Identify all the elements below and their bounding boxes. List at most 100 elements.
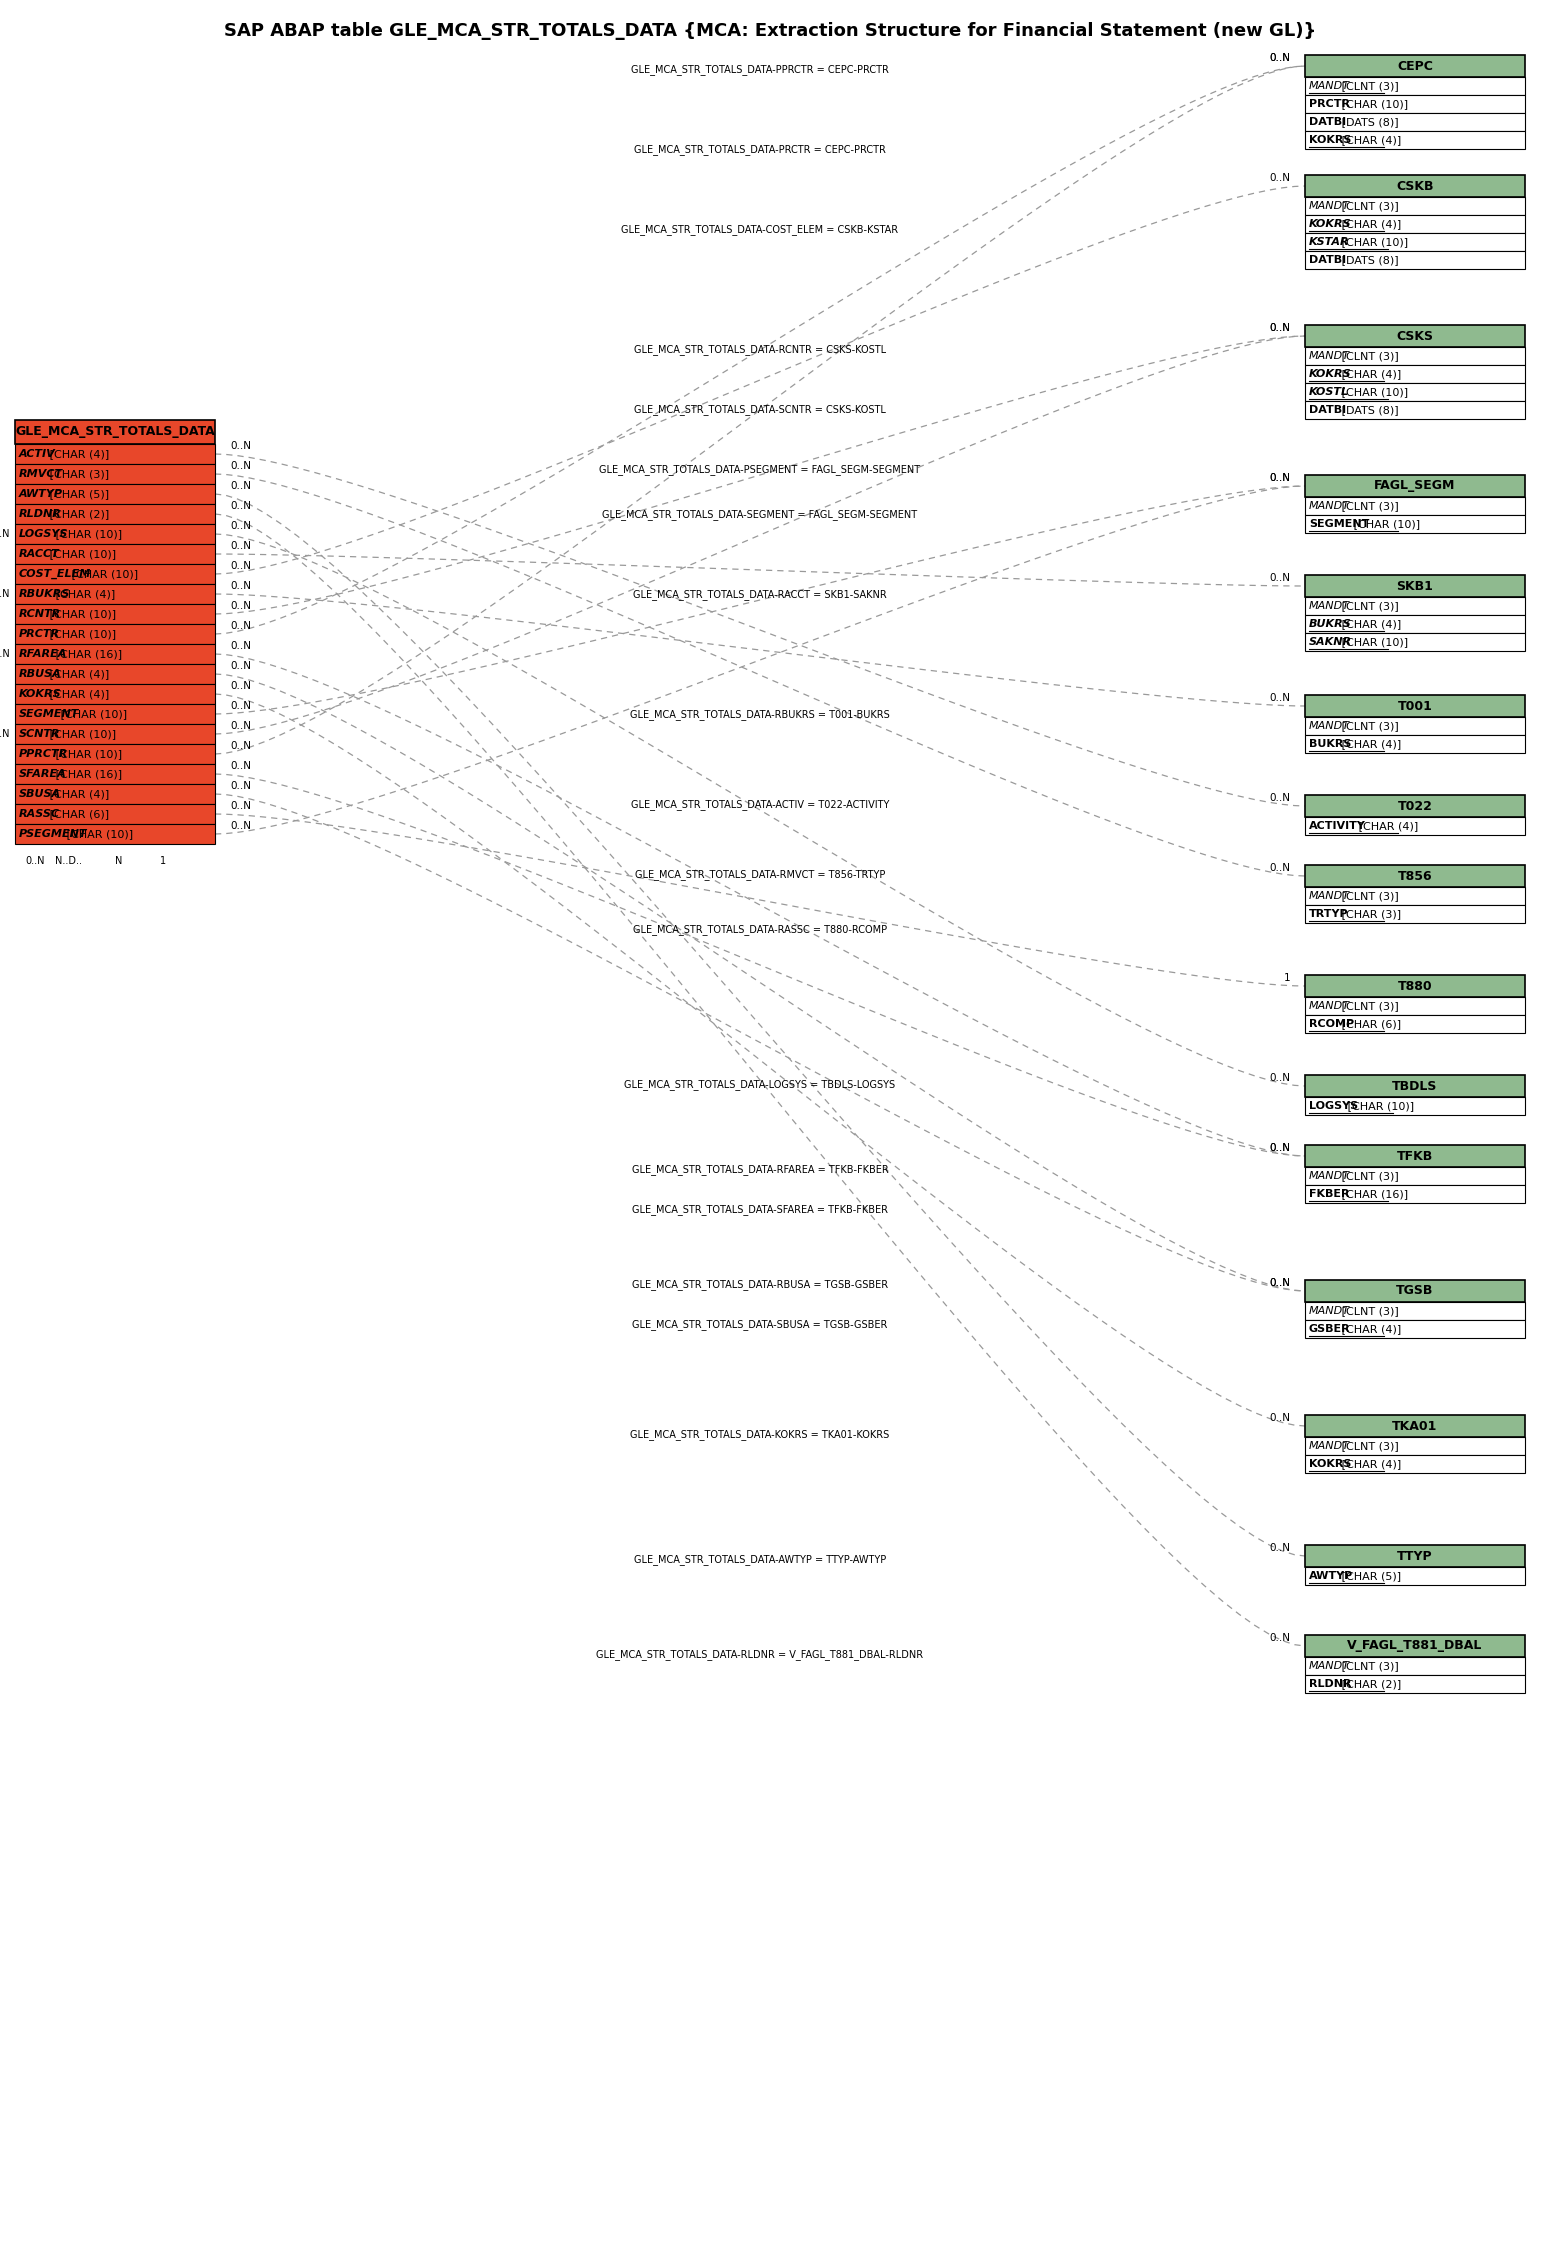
Text: [CLNT (3)]: [CLNT (3)]: [1338, 1307, 1399, 1316]
Text: MANDT: MANDT: [1308, 891, 1350, 900]
Text: 0..N: 0..N: [1268, 473, 1290, 484]
Text: FKBER: FKBER: [1308, 1189, 1350, 1198]
Bar: [15, 624, 216, 644]
Text: 0..N: 0..N: [230, 800, 251, 812]
Text: [CLNT (3)]: [CLNT (3)]: [1338, 891, 1399, 900]
Text: [CHAR (4)]: [CHAR (4)]: [46, 450, 109, 459]
Text: [CHAR (3)]: [CHAR (3)]: [1338, 909, 1401, 918]
Text: RLDNR: RLDNR: [18, 509, 62, 520]
Text: RASSC: RASSC: [18, 809, 60, 818]
Text: V_FAGL_T881_DBAL: V_FAGL_T881_DBAL: [1347, 1639, 1482, 1653]
Text: SAP ABAP table GLE_MCA_STR_TOTALS_DATA {MCA: Extraction Structure for Financial : SAP ABAP table GLE_MCA_STR_TOTALS_DATA {…: [225, 23, 1316, 41]
Text: 0..N: 0..N: [230, 762, 251, 771]
Bar: [1305, 1657, 1526, 1675]
Text: TTYP: TTYP: [1398, 1549, 1433, 1562]
Text: N..D..: N..D..: [55, 857, 82, 866]
Text: DATBI: DATBI: [1308, 118, 1347, 127]
Text: [CLNT (3)]: [CLNT (3)]: [1338, 1171, 1399, 1180]
Bar: [1305, 974, 1526, 997]
Text: 0..N: 0..N: [1268, 1413, 1290, 1422]
Text: 0..N: 0..N: [230, 561, 251, 572]
Text: GLE_MCA_STR_TOTALS_DATA-PSEGMENT = FAGL_SEGM-SEGMENT: GLE_MCA_STR_TOTALS_DATA-PSEGMENT = FAGL_…: [599, 464, 920, 475]
Text: [CLNT (3)]: [CLNT (3)]: [1338, 502, 1399, 511]
Text: 1: 1: [160, 857, 166, 866]
Text: GLE_MCA_STR_TOTALS_DATA-RASSC = T880-RCOMP: GLE_MCA_STR_TOTALS_DATA-RASSC = T880-RCO…: [633, 925, 888, 936]
Text: [CHAR (2)]: [CHAR (2)]: [46, 509, 109, 520]
Text: 0..N: 0..N: [25, 857, 45, 866]
Text: 0..N: 0..N: [230, 520, 251, 531]
Text: [CHAR (4)]: [CHAR (4)]: [46, 690, 109, 699]
Bar: [15, 563, 216, 583]
Text: N: N: [116, 857, 122, 866]
Bar: [1305, 574, 1526, 597]
Bar: [15, 525, 216, 545]
Bar: [1305, 326, 1526, 346]
Text: [CHAR (4)]: [CHAR (4)]: [1356, 821, 1419, 832]
Text: [CHAR (10)]: [CHAR (10)]: [63, 830, 133, 839]
Bar: [15, 703, 216, 724]
Text: [CHAR (10)]: [CHAR (10)]: [1344, 1101, 1415, 1110]
Text: [CLNT (3)]: [CLNT (3)]: [1338, 1440, 1399, 1452]
Text: 0..N: 0..N: [1268, 52, 1290, 63]
Text: RACCT: RACCT: [18, 549, 60, 558]
Text: PRCTR: PRCTR: [1308, 99, 1350, 109]
Text: SFAREA: SFAREA: [18, 769, 66, 780]
Bar: [15, 724, 216, 744]
Text: MANDT: MANDT: [1308, 350, 1350, 362]
Text: [CHAR (5)]: [CHAR (5)]: [1338, 1571, 1401, 1580]
Bar: [1305, 174, 1526, 197]
Text: GLE_MCA_STR_TOTALS_DATA-SEGMENT = FAGL_SEGM-SEGMENT: GLE_MCA_STR_TOTALS_DATA-SEGMENT = FAGL_S…: [603, 509, 917, 520]
Text: [CHAR (6)]: [CHAR (6)]: [1338, 1020, 1401, 1029]
Bar: [15, 421, 216, 443]
Bar: [1305, 251, 1526, 269]
Bar: [1305, 1144, 1526, 1167]
Bar: [1305, 1635, 1526, 1657]
Text: 0..N: 0..N: [230, 642, 251, 651]
Text: T880: T880: [1398, 979, 1432, 993]
Text: RLDNR: RLDNR: [1308, 1680, 1351, 1689]
Text: T001: T001: [1398, 699, 1433, 712]
Text: [CHAR (10)]: [CHAR (10)]: [1338, 99, 1408, 109]
Text: [CHAR (4)]: [CHAR (4)]: [1338, 620, 1401, 629]
Text: GLE_MCA_STR_TOTALS_DATA-ACTIV = T022-ACTIVITY: GLE_MCA_STR_TOTALS_DATA-ACTIV = T022-ACT…: [630, 798, 889, 809]
Text: [CLNT (3)]: [CLNT (3)]: [1338, 350, 1399, 362]
Bar: [1305, 215, 1526, 233]
Text: CSKS: CSKS: [1396, 330, 1433, 341]
Text: T022: T022: [1398, 800, 1433, 812]
Text: 0..N: 0..N: [230, 461, 251, 470]
Text: CSKB: CSKB: [1396, 179, 1433, 192]
Bar: [1305, 1320, 1526, 1339]
Bar: [15, 644, 216, 665]
Text: 0..N: 0..N: [230, 622, 251, 631]
Text: GLE_MCA_STR_TOTALS_DATA-RACCT = SKB1-SAKNR: GLE_MCA_STR_TOTALS_DATA-RACCT = SKB1-SAK…: [633, 590, 888, 599]
Bar: [1305, 1167, 1526, 1185]
Bar: [15, 464, 216, 484]
Bar: [15, 504, 216, 525]
Text: SCNTR: SCNTR: [18, 728, 60, 739]
Text: 0..N: 0..N: [230, 581, 251, 590]
Text: 0..N: 0..N: [1268, 52, 1290, 63]
Text: TKA01: TKA01: [1393, 1420, 1438, 1433]
Bar: [1305, 95, 1526, 113]
Text: RCOMP: RCOMP: [1308, 1020, 1355, 1029]
Text: GLE_MCA_STR_TOTALS_DATA-RFAREA = TFKB-FKBER: GLE_MCA_STR_TOTALS_DATA-RFAREA = TFKB-FK…: [632, 1164, 888, 1176]
Text: 0..N: 0..N: [1268, 694, 1290, 703]
Text: BUKRS: BUKRS: [1308, 739, 1351, 748]
Text: [CHAR (10)]: [CHAR (10)]: [1338, 387, 1408, 398]
Text: 0..N: 0..N: [1268, 864, 1290, 873]
Text: [CHAR (10)]: [CHAR (10)]: [68, 570, 139, 579]
Text: MANDT: MANDT: [1308, 601, 1350, 610]
Bar: [15, 805, 216, 823]
Bar: [1305, 816, 1526, 834]
Text: MANDT: MANDT: [1308, 81, 1350, 90]
Text: RFAREA: RFAREA: [18, 649, 68, 658]
Text: [CHAR (16)]: [CHAR (16)]: [1338, 1189, 1408, 1198]
Text: [CHAR (4)]: [CHAR (4)]: [1338, 369, 1401, 380]
Bar: [1305, 597, 1526, 615]
Text: GLE_MCA_STR_TOTALS_DATA-RBUKRS = T001-BUKRS: GLE_MCA_STR_TOTALS_DATA-RBUKRS = T001-BU…: [630, 710, 889, 719]
Text: SAKNR: SAKNR: [1308, 638, 1351, 647]
Text: 0..N: 0..N: [230, 660, 251, 672]
Text: PPRCTR: PPRCTR: [18, 748, 68, 760]
Bar: [1305, 382, 1526, 400]
Bar: [1305, 1074, 1526, 1097]
